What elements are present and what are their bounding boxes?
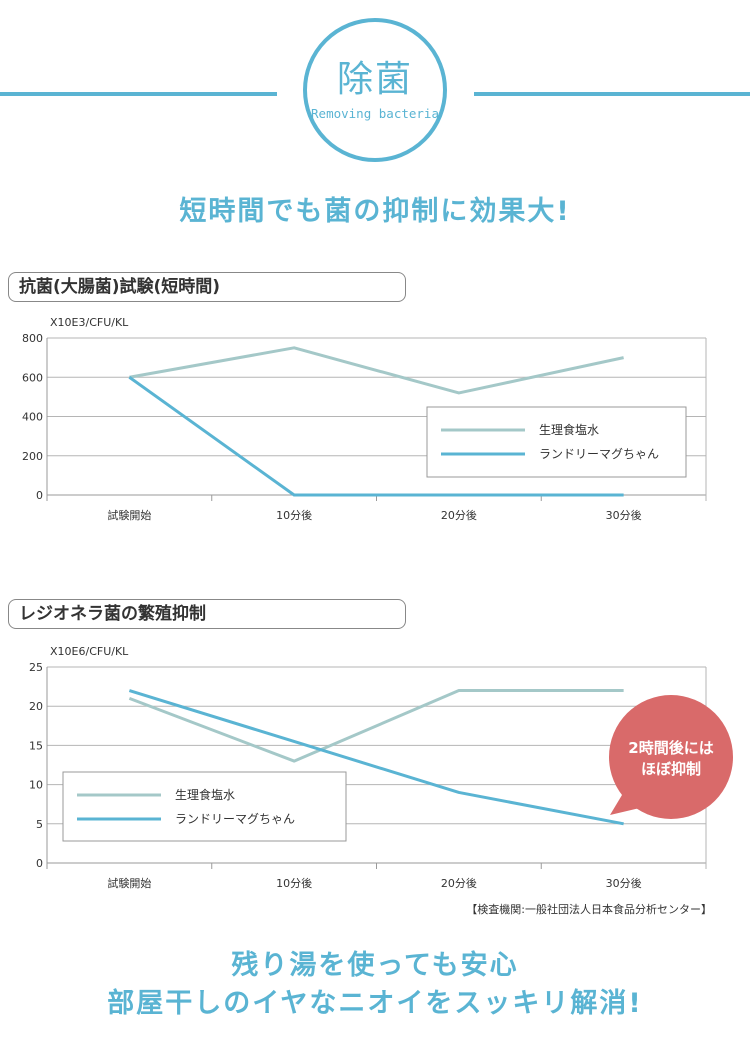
chart-legionella: X10E6/CFU/KL 0 5 10 15 20 25 試験開始 10分後 20分後 30分後 生理… [29,645,733,890]
header-rule-left [0,92,277,96]
y-axis-label: X10E3/CFU/KL [50,316,129,329]
badge-subtitle: Removing bacteria [311,106,439,121]
callout-text-0: 2時間後には [628,739,713,757]
y-tick-label: 600 [22,371,43,384]
y-axis-label: X10E6/CFU/KL [50,645,129,658]
legend-label-1: ランドリーマグちゃん [175,812,295,826]
footer-line-2: 部屋干しのイヤなニオイをスッキリ解消! [107,988,643,1019]
callout-bubble [609,695,733,819]
y-tick-label: 15 [29,739,43,752]
x-tick-label: 試験開始 [107,876,151,890]
legend-label-0: 生理食塩水 [539,422,599,437]
chart2-section-label: レジオネラ菌の繁殖抑制 [8,599,406,629]
y-tick-label: 0 [36,857,43,870]
chart-ecoli: X10E3/CFU/KL 0 200 400 600 800 試験開始 10分後 20分後 30分… [22,316,707,522]
series-line-0 [128,689,624,763]
y-tick-label: 10 [29,779,43,792]
y-tick-label: 800 [22,332,43,345]
legend-label-0: 生理食塩水 [175,787,235,802]
x-tick-label: 20分後 [441,876,477,890]
section-badge: 除菌 Removing bacteria [303,18,447,162]
legend-box [62,771,347,842]
x-tick-label: 30分後 [606,508,642,522]
series-line-0 [129,346,624,395]
y-tick-label: 20 [29,700,43,713]
x-tick-label: 10分後 [276,508,312,522]
x-tick-label: 30分後 [606,876,642,890]
chart1-section-label: 抗菌(大腸菌)試験(短時間) [8,272,406,302]
x-tick-label: 10分後 [276,876,312,890]
callout-text-1: ほぼ抑制 [641,760,701,778]
y-tick-label: 5 [36,818,43,831]
footer-line-1: 残り湯を使っても安心 [231,950,519,981]
series-line-1 [128,376,624,497]
series-line-1 [128,689,624,826]
x-tick-label: 20分後 [441,508,477,522]
page-headline: 短時間でも菌の抑制に効果大! [179,196,571,227]
legend-box [426,406,687,478]
x-tick-label: 試験開始 [107,508,151,522]
testing-agency-note: 【検査機関:一般社団法人日本食品分析センター】 [466,903,712,916]
legend-label-1: ランドリーマグちゃん [539,447,659,461]
y-tick-label: 400 [22,411,43,424]
header-rule-right [474,92,750,96]
y-tick-label: 25 [29,661,43,674]
badge-title: 除菌 [336,59,413,100]
y-tick-label: 200 [22,450,43,463]
y-tick-label: 0 [36,489,43,502]
